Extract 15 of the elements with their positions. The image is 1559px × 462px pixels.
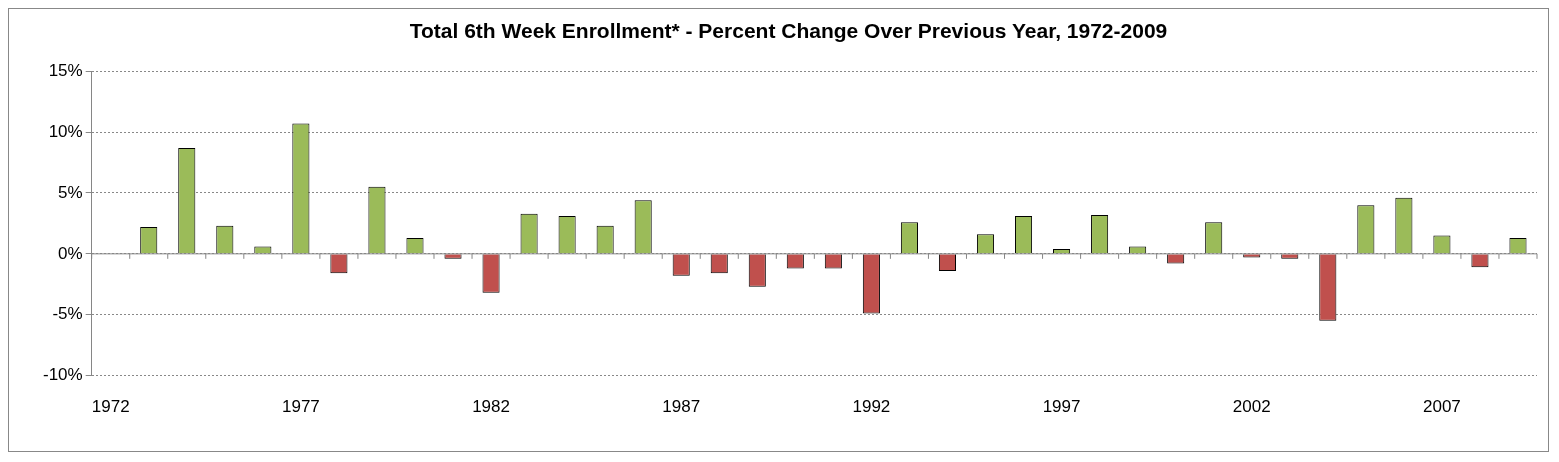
x-tick-label: 1997 xyxy=(1042,397,1081,417)
x-tick-label: 2002 xyxy=(1232,397,1271,417)
y-tick-label: 5% xyxy=(58,182,83,202)
x-tick-label: 2007 xyxy=(1423,397,1461,417)
y-tick-label: -10% xyxy=(43,365,83,385)
x-tick-label: 1982 xyxy=(472,397,510,417)
y-tick-label: -5% xyxy=(52,304,83,324)
x-tick-label: 1992 xyxy=(852,397,891,417)
x-tick-label: 1972 xyxy=(91,397,130,417)
x-tick-label: 1977 xyxy=(281,397,320,417)
y-tick-label: 10% xyxy=(48,121,83,141)
x-tick-label: 1987 xyxy=(662,397,701,417)
y-tick-label: 15% xyxy=(48,60,83,80)
y-tick-label: 0% xyxy=(58,243,83,263)
chart-title: Total 6th Week Enrollment* - Percent Change Over Previous Year, 1972-2009 xyxy=(409,19,1168,43)
